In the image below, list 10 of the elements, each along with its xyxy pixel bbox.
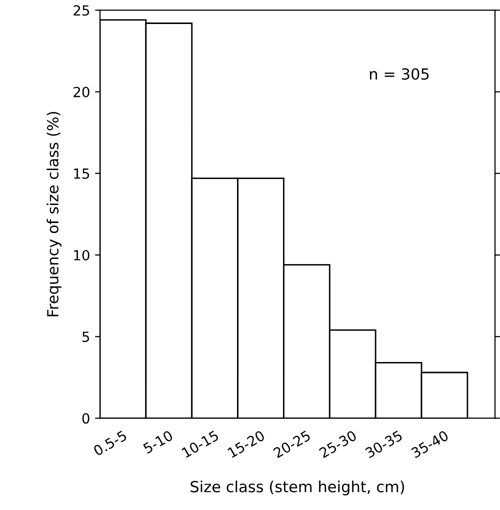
annotation: n = 305 <box>370 68 429 80</box>
y-tick-label: 20 <box>74 86 90 98</box>
x-tick-label: 5-10 <box>142 430 174 454</box>
y-tick-label: 10 <box>74 250 90 260</box>
y-tick-label: 15 <box>74 168 90 179</box>
y-tick-label: 5 <box>82 332 90 342</box>
y-tick-label: 0 <box>82 413 90 424</box>
y-axis-title: Frequency of size class (%) <box>46 112 62 316</box>
y-tick-label: 25 <box>74 5 90 16</box>
x-axis-title: Size class (stem height, cm) <box>190 480 404 496</box>
